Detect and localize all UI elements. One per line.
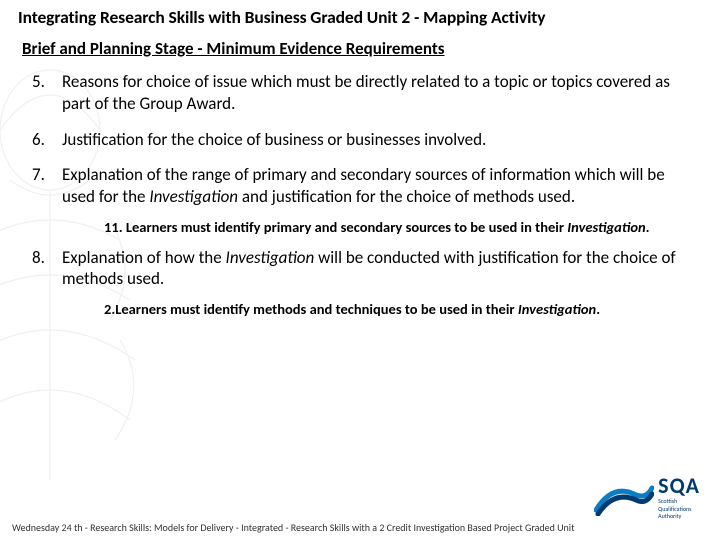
sqa-logo: SQA Scottish Qualifications Authority [594, 475, 700, 520]
text-part: . [596, 300, 600, 318]
text-part: 2.Learners must identify methods and tec… [104, 300, 518, 318]
item-text: Justification for the choice of business… [56, 129, 692, 151]
italic-term: Investigation [518, 300, 596, 318]
italic-term: Investigation [226, 247, 315, 268]
section-subtitle: Brief and Planning Stage - Minimum Evide… [0, 32, 720, 61]
sub-note-2: 2.Learners must identify methods and tec… [104, 300, 652, 319]
item-number: 7. [32, 164, 56, 208]
footer-text: Wednesday 24 th - Research Skills: Model… [12, 521, 708, 534]
text-part: and justification for the choice of meth… [238, 186, 575, 207]
logo-text-line2: Qualifications [658, 506, 700, 513]
italic-term: Investigation [149, 186, 238, 207]
logo-text-main: SQA [658, 475, 700, 497]
item-text: Explanation of the range of primary and … [56, 164, 692, 208]
item-text: Reasons for choice of issue which must b… [56, 71, 692, 115]
logo-text-line3: Authority [658, 513, 700, 520]
item-number: 5. [32, 71, 56, 115]
sqa-swoosh-icon [594, 480, 654, 516]
logo-text-line1: Scottish [658, 498, 700, 505]
list-item-8: 8. Explanation of how the Investigation … [32, 247, 692, 291]
item-text: Explanation of how the Investigation wil… [56, 247, 692, 291]
italic-term: Investigation [567, 218, 645, 236]
list-item-5: 5. Reasons for choice of issue which mus… [32, 71, 692, 115]
item-number: 6. [32, 129, 56, 151]
page-title: Integrating Research Skills with Busines… [0, 0, 720, 32]
sub-note-11: 11. Learners must identify primary and s… [104, 218, 652, 237]
item-number: 8. [32, 247, 56, 291]
text-part: 11. Learners must identify primary and s… [104, 218, 567, 236]
text-part: Explanation of how the [62, 247, 226, 268]
content-region: 5. Reasons for choice of issue which mus… [0, 61, 720, 319]
text-part: . [646, 218, 650, 236]
list-item-7: 7. Explanation of the range of primary a… [32, 164, 692, 208]
list-item-6: 6. Justification for the choice of busin… [32, 129, 692, 151]
